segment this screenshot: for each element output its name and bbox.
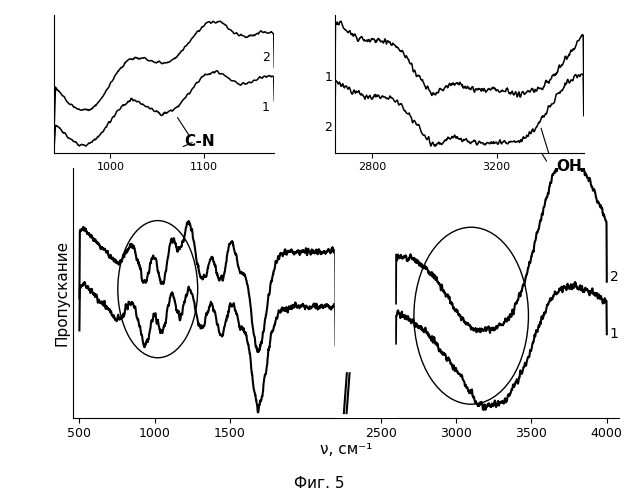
- X-axis label: ν, см⁻¹: ν, см⁻¹: [320, 442, 373, 456]
- Text: 1: 1: [325, 70, 332, 84]
- Text: Фиг. 5: Фиг. 5: [293, 476, 345, 490]
- Text: C-N: C-N: [184, 134, 215, 149]
- Text: 2: 2: [262, 52, 270, 64]
- Bar: [335, 150, 394, 426]
- Text: OH: OH: [556, 159, 581, 174]
- Text: 2: 2: [325, 121, 332, 134]
- Text: 2: 2: [610, 270, 619, 284]
- Text: 1: 1: [610, 327, 619, 341]
- Text: 1: 1: [262, 101, 270, 114]
- Y-axis label: Пропускание: Пропускание: [54, 240, 69, 346]
